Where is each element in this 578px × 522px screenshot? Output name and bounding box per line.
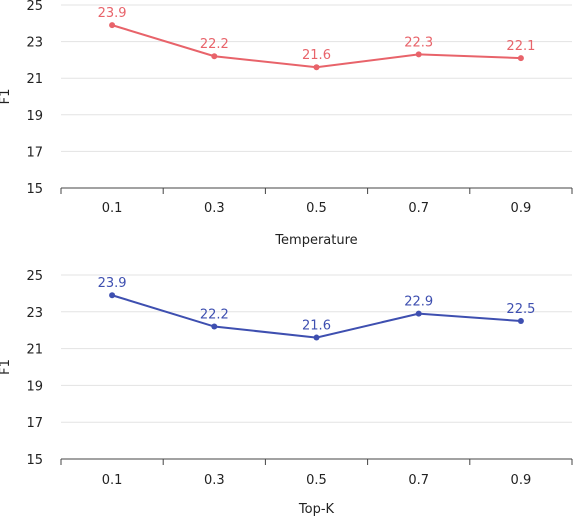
x-axis-title: Top-K (298, 502, 335, 517)
data-point (211, 323, 218, 330)
data-point (313, 334, 320, 341)
x-tick-label: 0.3 (204, 473, 225, 488)
y-tick-label: 15 (26, 182, 43, 197)
data-label: 22.5 (506, 302, 535, 317)
y-tick-label: 23 (26, 36, 43, 51)
y-tick-label: 19 (26, 379, 43, 394)
data-label: 22.2 (200, 37, 229, 52)
x-tick-label: 0.5 (306, 473, 327, 488)
data-label: 22.1 (506, 39, 535, 54)
x-tick-label: 0.5 (306, 201, 327, 216)
x-tick-label: 0.7 (408, 473, 429, 488)
y-tick-label: 15 (26, 453, 43, 468)
data-label: 22.9 (404, 295, 433, 310)
x-tick-label: 0.7 (408, 201, 429, 216)
data-label: 22.2 (200, 308, 229, 323)
y-tick-label: 21 (26, 72, 43, 87)
data-point (517, 55, 524, 62)
data-point (517, 318, 524, 324)
data-label: 21.6 (302, 319, 331, 334)
data-point (415, 51, 422, 58)
y-tick-label: 17 (26, 145, 43, 160)
x-axis-title: Temperature (274, 233, 357, 248)
y-axis-title: F1 (0, 359, 13, 375)
data-point (109, 292, 116, 299)
y-tick-label: 21 (26, 343, 43, 358)
y-tick-label: 25 (26, 0, 43, 14)
data-label: 22.3 (404, 35, 433, 50)
data-label: 23.9 (98, 276, 127, 291)
x-tick-label: 0.3 (204, 201, 225, 216)
y-tick-label: 23 (26, 306, 43, 321)
data-point (109, 22, 116, 29)
x-tick-label: 0.9 (511, 201, 532, 216)
data-point (313, 64, 320, 71)
y-tick-label: 25 (26, 269, 43, 284)
data-point (415, 310, 422, 317)
data-point (211, 53, 218, 60)
x-tick-label: 0.9 (511, 473, 532, 488)
data-label: 23.9 (98, 6, 127, 21)
data-label: 21.6 (302, 48, 331, 63)
y-axis-title: F1 (0, 89, 13, 105)
y-tick-label: 17 (26, 416, 43, 431)
x-tick-label: 0.1 (102, 201, 123, 216)
x-tick-label: 0.1 (102, 473, 123, 488)
y-tick-label: 19 (26, 109, 43, 124)
